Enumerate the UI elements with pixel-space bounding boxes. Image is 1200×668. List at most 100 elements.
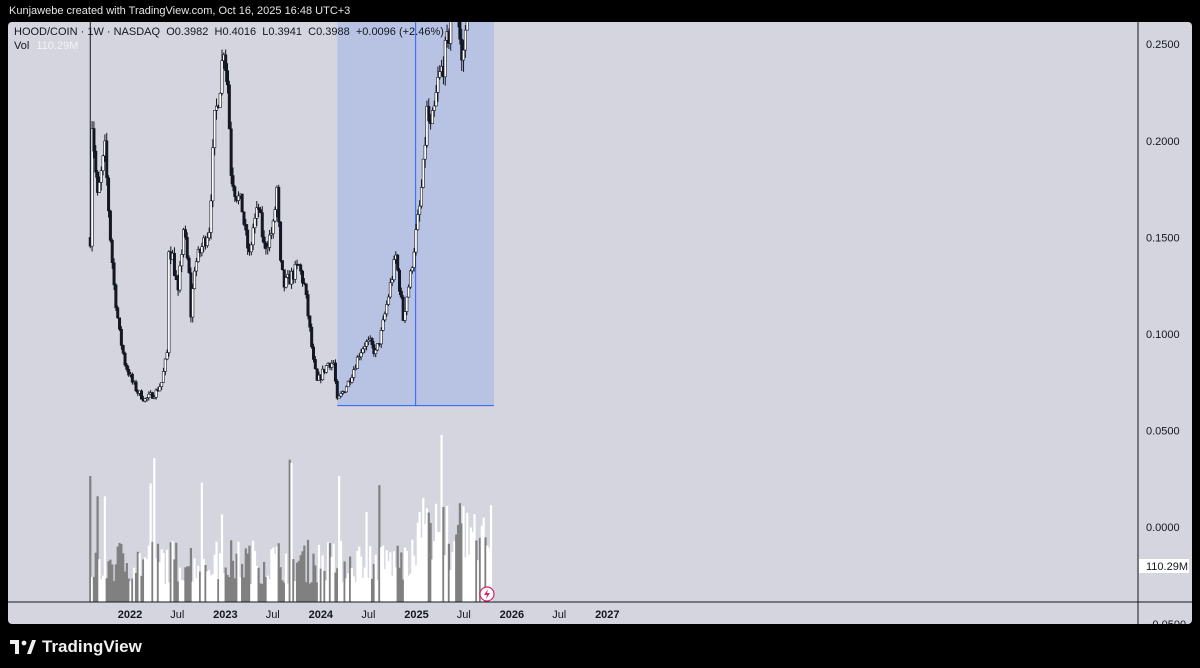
volume-bar bbox=[365, 511, 368, 602]
candle-body bbox=[218, 92, 222, 109]
legend-symbol[interactable]: HOOD/COIN · 1W · NASDAQ bbox=[14, 26, 161, 38]
volume-bar bbox=[303, 545, 306, 602]
candle-body bbox=[161, 371, 165, 383]
volume-bar bbox=[230, 540, 233, 602]
tradingview-brand[interactable]: TradingView bbox=[10, 636, 142, 658]
candle-body bbox=[108, 210, 112, 241]
time-tick-label: 2026 bbox=[500, 609, 524, 621]
candle-body bbox=[260, 212, 264, 238]
volume-bar bbox=[305, 582, 308, 602]
volume-bar bbox=[363, 567, 366, 602]
candle-body bbox=[363, 346, 367, 350]
attribution-text: Kunjawebe created with TradingView.com, … bbox=[9, 5, 351, 17]
chart-area[interactable]: 0.3387 (538.49%) 340.50000.45000.35000.3… bbox=[8, 22, 1192, 624]
volume-bar bbox=[312, 553, 315, 602]
volume-bar bbox=[327, 542, 330, 602]
candle-body bbox=[419, 187, 423, 207]
candle-body bbox=[94, 150, 98, 173]
candle-body bbox=[414, 229, 418, 253]
volume-bar bbox=[195, 577, 198, 602]
volume-bar bbox=[138, 553, 141, 602]
volume-bar bbox=[129, 581, 132, 602]
candle-body bbox=[227, 84, 231, 130]
candle-body bbox=[443, 40, 447, 78]
time-tick-label: Jul bbox=[457, 609, 471, 621]
volume-bar bbox=[142, 559, 145, 602]
volume-bar bbox=[224, 567, 227, 602]
volume-legend-value: 110.29M bbox=[36, 40, 79, 52]
candle-body bbox=[425, 105, 429, 146]
volume-bar bbox=[442, 506, 445, 602]
volume-bar bbox=[197, 565, 200, 602]
volume-bar bbox=[445, 505, 449, 602]
volume-bar bbox=[436, 532, 440, 602]
candle-body bbox=[105, 140, 109, 179]
volume-bar bbox=[449, 570, 452, 602]
price-chart[interactable]: 0.3387 (538.49%) 340.50000.45000.35000.3… bbox=[8, 22, 1192, 624]
candle-body bbox=[301, 270, 305, 284]
candle-body bbox=[271, 220, 275, 234]
volume-bar bbox=[453, 541, 456, 602]
volume-bar bbox=[372, 563, 375, 602]
volume-bar bbox=[389, 552, 392, 602]
candle-body bbox=[462, 49, 466, 61]
candle-body bbox=[182, 229, 186, 255]
candle-body bbox=[145, 397, 149, 399]
candle-body bbox=[167, 251, 171, 353]
volume-bar bbox=[380, 547, 383, 602]
volume-bar bbox=[92, 576, 96, 602]
volume-bar bbox=[392, 551, 396, 602]
candle-body bbox=[352, 369, 356, 378]
volume-bar bbox=[462, 506, 465, 602]
volume-bar bbox=[347, 573, 350, 602]
volume-bar bbox=[464, 557, 467, 602]
price-axis[interactable]: 0.50000.45000.35000.30000.25000.20000.15… bbox=[1146, 22, 1186, 624]
attribution-bar: Kunjawebe created with TradingView.com, … bbox=[0, 0, 1200, 22]
volume-bar bbox=[345, 578, 348, 602]
candle-body bbox=[125, 364, 129, 370]
volume-bar bbox=[455, 534, 458, 602]
volume-bar bbox=[466, 512, 469, 602]
volume-bar bbox=[284, 553, 288, 602]
price-tick-label: 0.1000 bbox=[1146, 329, 1180, 341]
candle-body bbox=[90, 128, 94, 247]
volume-bar bbox=[164, 583, 167, 602]
volume-bar bbox=[120, 543, 123, 602]
candle-body bbox=[277, 186, 281, 223]
candle-body bbox=[312, 346, 316, 360]
volume-bar bbox=[354, 581, 357, 602]
candle-body bbox=[160, 382, 164, 387]
volume-bar bbox=[264, 577, 268, 602]
candle-body bbox=[163, 358, 167, 372]
lightning-badge-icon[interactable] bbox=[479, 586, 495, 602]
candle-body bbox=[226, 70, 230, 86]
volume-bar bbox=[402, 579, 405, 602]
volume-bar bbox=[378, 485, 381, 602]
candle-body bbox=[410, 267, 414, 272]
candle-body bbox=[365, 341, 369, 347]
volume-bar bbox=[283, 582, 286, 602]
time-axis[interactable]: 2022 Jul 2023 Jul 2024 Jul 2025 Jul 2026 Jul 2027 bbox=[118, 609, 620, 621]
volume-bar bbox=[176, 581, 180, 602]
volume-bar bbox=[133, 567, 136, 602]
candle-body bbox=[130, 373, 134, 383]
volume-bar bbox=[434, 503, 438, 602]
volume-bar bbox=[217, 579, 220, 602]
candle-body bbox=[396, 254, 400, 271]
candle-body bbox=[273, 209, 277, 222]
candle-body bbox=[110, 240, 114, 263]
volume-bar bbox=[204, 565, 207, 602]
volume-bar bbox=[387, 561, 390, 602]
legend-low: L0.3941 bbox=[262, 26, 302, 38]
volume-bar bbox=[107, 561, 110, 602]
price-tick-label: 0.2000 bbox=[1146, 136, 1180, 148]
volume-legend-label[interactable]: Vol bbox=[14, 40, 30, 52]
volume-bar bbox=[444, 555, 447, 602]
candle-body bbox=[355, 356, 359, 369]
volume-bar bbox=[96, 496, 99, 602]
volume-bar bbox=[144, 557, 147, 602]
volume-bar bbox=[281, 580, 284, 602]
candle-body bbox=[465, 22, 469, 31]
volume-bar bbox=[151, 541, 154, 602]
